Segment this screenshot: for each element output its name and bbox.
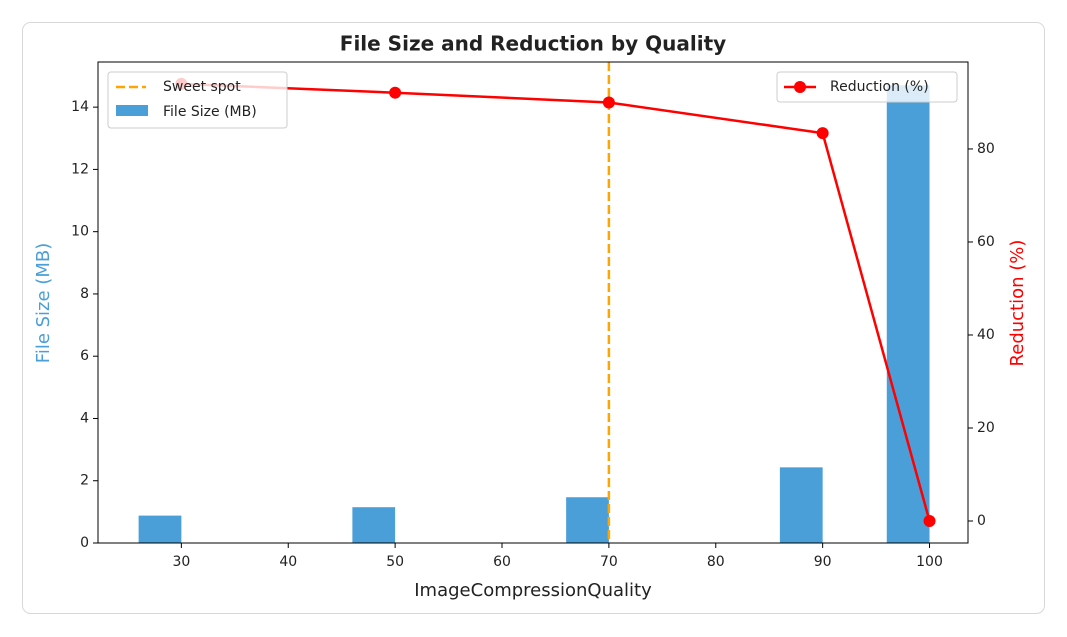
bar	[566, 497, 609, 543]
y2-tick-label: 0	[977, 513, 986, 529]
marker	[389, 86, 402, 99]
x-tick-label: 40	[279, 554, 297, 570]
marker	[602, 96, 615, 109]
y2-tick-label: 80	[977, 141, 995, 157]
legend-box	[776, 71, 958, 103]
y-tick-label: 10	[71, 224, 89, 240]
plot-frame	[97, 61, 969, 544]
y-tick-label: 12	[71, 161, 89, 177]
y-tick-label: 8	[80, 286, 89, 302]
marker	[816, 127, 829, 140]
legend-box	[107, 71, 288, 129]
x-axis-label: ImageCompressionQuality	[414, 580, 652, 601]
y2-axis-label: Reduction (%)	[1007, 240, 1028, 367]
legend-swatch	[794, 81, 806, 93]
y-tick-label: 14	[71, 99, 89, 115]
x-tick-label: 30	[172, 554, 190, 570]
x-tick-label: 90	[814, 554, 832, 570]
y2-tick-label: 40	[977, 327, 995, 343]
y2-tick-label: 60	[977, 234, 995, 250]
marker	[923, 515, 936, 528]
bar	[352, 507, 396, 543]
card	[22, 22, 1045, 614]
legend-label: Reduction (%)	[830, 79, 929, 95]
x-tick-label: 100	[916, 554, 943, 570]
y2-tick-label: 20	[977, 420, 995, 436]
x-tick-label: 70	[600, 554, 618, 570]
y-tick-label: 2	[80, 473, 89, 489]
bar	[779, 467, 823, 543]
y-axis-label: File Size (MB)	[33, 243, 54, 363]
y-tick-label: 0	[80, 535, 89, 551]
legend-swatch	[116, 105, 148, 116]
x-tick-label: 50	[386, 554, 404, 570]
legend-label: Sweet spot	[163, 79, 241, 95]
chart-title: File Size and Reduction by Quality	[340, 32, 726, 56]
legend-label: File Size (MB)	[163, 104, 257, 120]
bar	[886, 85, 930, 543]
x-tick-label: 80	[707, 554, 725, 570]
bar	[138, 515, 182, 543]
y-tick-label: 4	[80, 410, 89, 426]
y-tick-label: 6	[80, 348, 89, 364]
x-tick-label: 60	[493, 554, 511, 570]
